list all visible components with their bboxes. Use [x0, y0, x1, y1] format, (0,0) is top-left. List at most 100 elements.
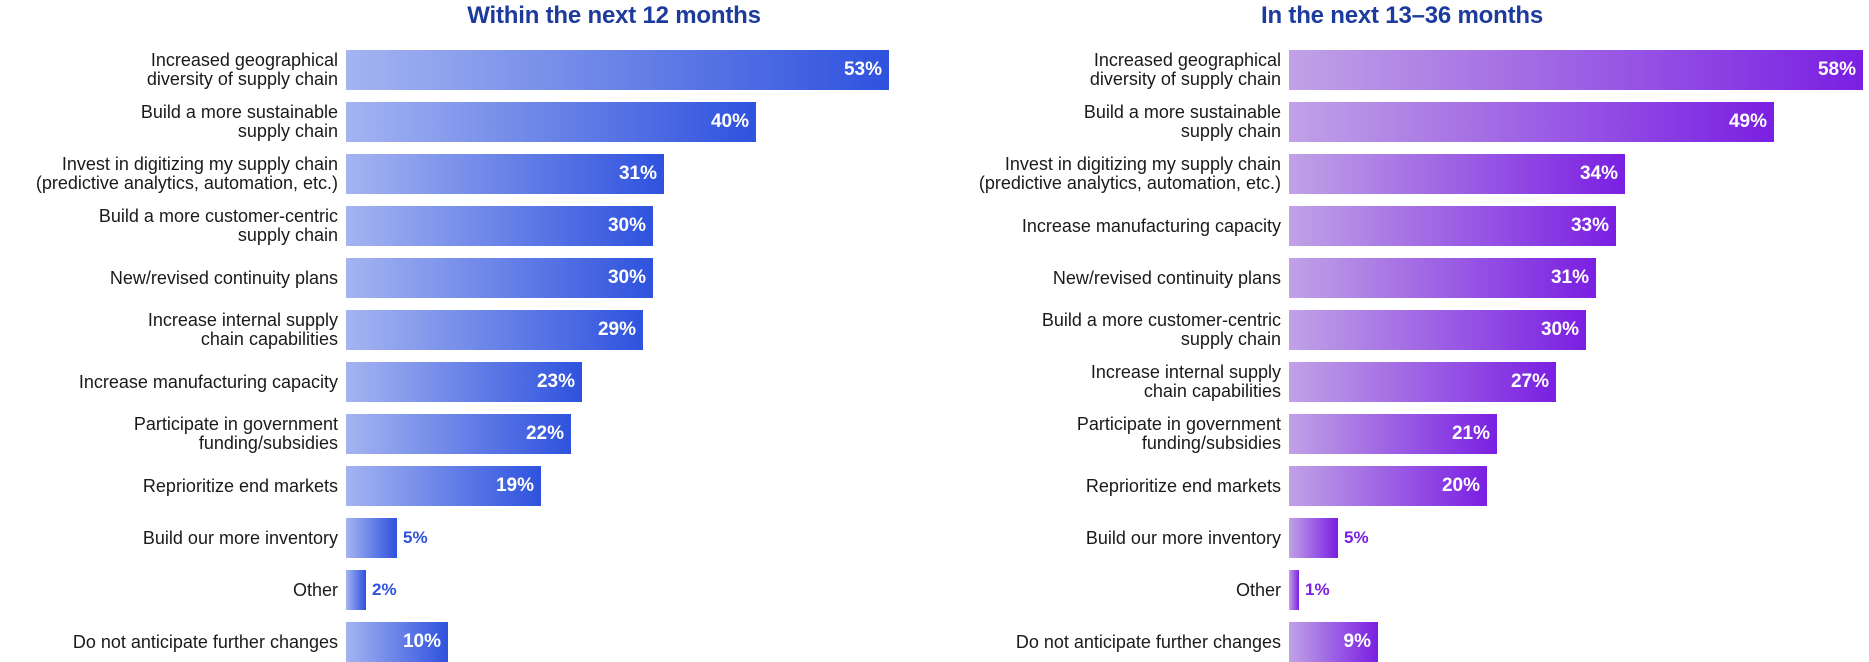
bar-row: Increased geographical diversity of supp… — [0, 50, 910, 90]
category-label: Other — [1235, 579, 1281, 600]
data-label: 5% — [1344, 528, 1369, 547]
data-label: 31% — [618, 163, 657, 184]
data-label: 20% — [1441, 475, 1480, 496]
data-label: 1% — [1305, 580, 1330, 599]
bar-row: New/revised continuity plans 31% — [940, 258, 1869, 298]
category-label: Build a more customer-centric supply cha… — [1041, 310, 1281, 349]
bar-row: Build our more inventory 5% — [0, 518, 910, 558]
category-label: Increased geographical diversity of supp… — [146, 50, 338, 89]
bar: 49% — [1289, 102, 1774, 142]
category-label: Invest in digitizing my supply chain (pr… — [35, 154, 338, 193]
data-label: 29% — [597, 319, 636, 340]
bar-row: Do not anticipate further changes 9% — [940, 622, 1869, 662]
data-label: 53% — [843, 59, 882, 80]
bar — [1289, 570, 1299, 610]
data-label: 58% — [1817, 59, 1856, 80]
category-label: Participate in government funding/subsid… — [1076, 414, 1281, 453]
bar-row: Build a more customer-centric supply cha… — [940, 310, 1869, 350]
bar: 9% — [1289, 622, 1378, 662]
category-label: Do not anticipate further changes — [1015, 631, 1281, 652]
category-label: Participate in government funding/subsid… — [133, 414, 338, 453]
data-label: 9% — [1343, 631, 1371, 652]
data-label: 21% — [1451, 423, 1490, 444]
bar-row: Other 1% — [940, 570, 1869, 610]
bar-row: New/revised continuity plans 30% — [0, 258, 910, 298]
bar: 33% — [1289, 206, 1616, 246]
category-label: Build our more inventory — [1085, 527, 1281, 548]
bar-row: Do not anticipate further changes 10% — [0, 622, 910, 662]
data-label: 31% — [1550, 267, 1589, 288]
category-label: Reprioritize end markets — [1085, 475, 1281, 496]
bar: 19% — [346, 466, 541, 506]
bar: 27% — [1289, 362, 1556, 402]
bar-row: Increase internal supply chain capabilit… — [940, 362, 1869, 402]
bar: 58% — [1289, 50, 1863, 90]
category-label: Build a more sustainable supply chain — [140, 102, 338, 141]
chart-within-12-months: Within the next 12 months Increased geog… — [0, 0, 910, 662]
bar-row: Participate in government funding/subsid… — [940, 414, 1869, 454]
data-label: 5% — [403, 528, 428, 547]
chart-title: In the next 13–36 months — [1261, 2, 1543, 29]
data-label: 22% — [525, 423, 564, 444]
data-label: 19% — [495, 475, 534, 496]
bar: 30% — [1289, 310, 1586, 350]
bar: 10% — [346, 622, 448, 662]
data-label: 10% — [402, 631, 441, 652]
data-label: 30% — [607, 267, 646, 288]
bar: 30% — [346, 258, 653, 298]
bar-row: Increase manufacturing capacity 23% — [0, 362, 910, 402]
data-label: 34% — [1579, 163, 1618, 184]
bar: 22% — [346, 414, 571, 454]
bar: 29% — [346, 310, 643, 350]
bar: 31% — [1289, 258, 1596, 298]
category-label: Increase internal supply chain capabilit… — [1090, 362, 1281, 401]
bar-row: Reprioritize end markets 20% — [940, 466, 1869, 506]
data-label: 30% — [607, 215, 646, 236]
bar-row: Increase manufacturing capacity 33% — [940, 206, 1869, 246]
data-label: 33% — [1570, 215, 1609, 236]
chart-title: Within the next 12 months — [467, 2, 761, 29]
bar: 23% — [346, 362, 582, 402]
bar-row: Invest in digitizing my supply chain (pr… — [940, 154, 1869, 194]
data-label: 30% — [1540, 319, 1579, 340]
bar: 40% — [346, 102, 756, 142]
bar — [346, 518, 397, 558]
bar-row: Participate in government funding/subsid… — [0, 414, 910, 454]
bar-row: Other 2% — [0, 570, 910, 610]
bar-row: Build a more sustainable supply chain 49% — [940, 102, 1869, 142]
data-label: 49% — [1728, 111, 1767, 132]
category-label: Other — [292, 579, 338, 600]
category-label: New/revised continuity plans — [109, 267, 338, 288]
category-label: Increased geographical diversity of supp… — [1089, 50, 1281, 89]
category-label: Increase internal supply chain capabilit… — [147, 310, 338, 349]
data-label: 23% — [536, 371, 575, 392]
category-label: Increase manufacturing capacity — [1021, 215, 1281, 236]
bar: 34% — [1289, 154, 1625, 194]
category-label: New/revised continuity plans — [1052, 267, 1281, 288]
bar-row: Increase internal supply chain capabilit… — [0, 310, 910, 350]
category-label: Do not anticipate further changes — [72, 631, 338, 652]
bar: 53% — [346, 50, 889, 90]
category-label: Build our more inventory — [142, 527, 338, 548]
bar — [346, 570, 366, 610]
bar-row: Increased geographical diversity of supp… — [940, 50, 1869, 90]
category-label: Build a more customer-centric supply cha… — [98, 206, 338, 245]
bar: 30% — [346, 206, 653, 246]
category-label: Reprioritize end markets — [142, 475, 338, 496]
bar: 21% — [1289, 414, 1497, 454]
data-label: 2% — [372, 580, 397, 599]
category-label: Increase manufacturing capacity — [78, 371, 338, 392]
bar-row: Build our more inventory 5% — [940, 518, 1869, 558]
data-label: 27% — [1510, 371, 1549, 392]
bar: 31% — [346, 154, 664, 194]
category-label: Build a more sustainable supply chain — [1083, 102, 1281, 141]
data-label: 40% — [710, 111, 749, 132]
bar-row: Build a more sustainable supply chain 40% — [0, 102, 910, 142]
bar: 20% — [1289, 466, 1487, 506]
chart-13-36-months: In the next 13–36 months Increased geogr… — [940, 0, 1869, 662]
bar-row: Reprioritize end markets 19% — [0, 466, 910, 506]
category-label: Invest in digitizing my supply chain (pr… — [978, 154, 1281, 193]
bar-row: Build a more customer-centric supply cha… — [0, 206, 910, 246]
bar-row: Invest in digitizing my supply chain (pr… — [0, 154, 910, 194]
bar — [1289, 518, 1338, 558]
